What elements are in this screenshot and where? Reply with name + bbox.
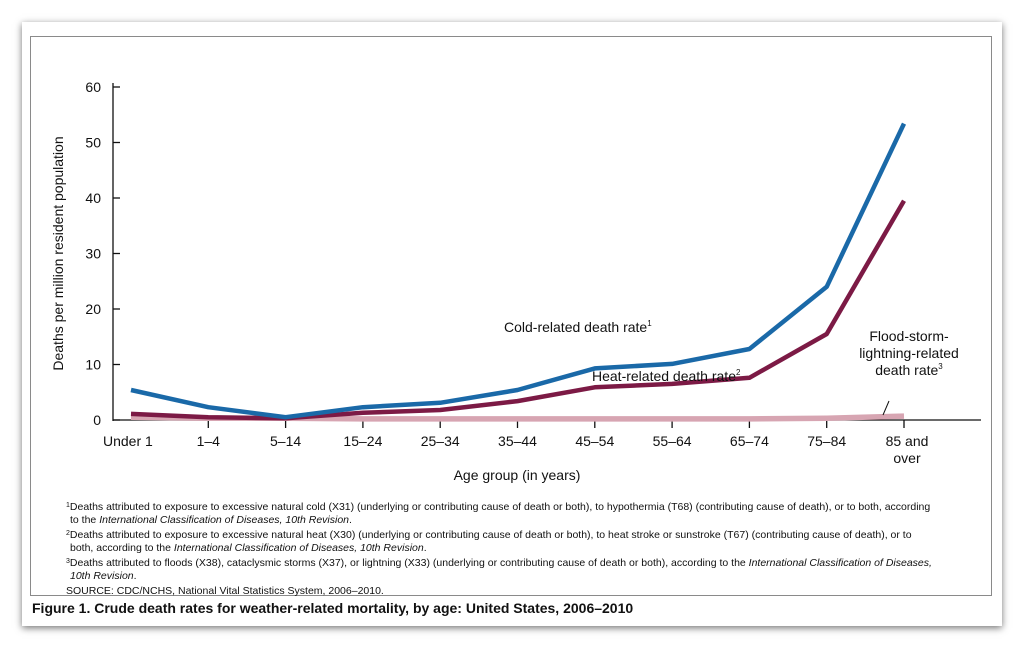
- annotation-note-mark: 1: [647, 319, 652, 328]
- y-tick-label: 10: [85, 357, 101, 373]
- x-tick-label: 65–74: [730, 433, 769, 449]
- y-tick-label: 60: [85, 79, 101, 95]
- annotation-leader-line: [882, 400, 890, 416]
- footnote-text: .: [423, 542, 427, 554]
- y-tick-label: 50: [85, 135, 101, 151]
- series-annotation: Cold-related death rate1: [504, 319, 652, 335]
- footnote-2: 2Deaths attributed to exposure to excess…: [63, 527, 963, 555]
- x-tick-label: 15–24: [343, 433, 382, 449]
- x-tick-label: 55–64: [653, 433, 692, 449]
- x-tick-label: 25–34: [421, 433, 460, 449]
- footnote-3: 3Deaths attributed to floods (X38), cata…: [63, 555, 963, 583]
- footnote-text: Deaths attributed to exposure to excessi…: [69, 501, 931, 513]
- y-axis-title: Deaths per million resident population: [50, 136, 66, 370]
- footnote-text: Deaths attributed to exposure to excessi…: [69, 529, 912, 541]
- y-tick-label: 20: [85, 301, 101, 317]
- y-tick-label: 30: [85, 246, 101, 262]
- annotation-line: death rate: [875, 362, 938, 378]
- x-tick-label: 35–44: [498, 433, 537, 449]
- annotation-line: lightning-related: [859, 345, 959, 361]
- footnote-text: 10th Revision: [70, 570, 134, 582]
- series-line-heat: [130, 199, 906, 421]
- annotation-note-mark: 2: [736, 368, 741, 377]
- y-tick-label: 40: [85, 190, 101, 206]
- series-annotation: Heat-related death rate2: [592, 368, 741, 384]
- x-tick-label: 1–4: [197, 433, 221, 449]
- figure-card: 0 10 20 30 40 50 60 Deaths per million resident…: [22, 22, 1002, 626]
- annotation-line: Flood-storm-: [869, 328, 949, 344]
- source-note: SOURCE: CDC/NCHS, National Vital Statist…: [66, 585, 384, 597]
- footnote-text: Deaths attributed to floods (X38), catac…: [69, 557, 749, 569]
- footnote-text: .: [349, 514, 352, 526]
- x-tick-label: 85 and over: [886, 433, 929, 466]
- footnote-text: International Classification of Diseases…: [173, 542, 424, 554]
- series-line-cold: [130, 122, 907, 420]
- series-annotation: Flood-storm-lightning-related death rate3: [859, 328, 959, 378]
- footnote-line: to the International Classification of D…: [66, 514, 963, 527]
- line-chart: 0 10 20 30 40 50 60 Deaths per million resident…: [50, 79, 981, 483]
- x-tick-label: 5–14: [270, 433, 301, 449]
- footnote-list: 1Deaths attributed to exposure to excess…: [63, 499, 963, 583]
- footnote-mark: 2: [66, 530, 70, 537]
- footnote-line: 10th Revision.: [66, 570, 963, 583]
- figure-frame: 0 10 20 30 40 50 60 Deaths per million resident…: [30, 36, 992, 598]
- figure-caption: Figure 1. Crude death rates for weather-…: [32, 600, 634, 616]
- footnotes: 1Deaths attributed to exposure to excess…: [63, 499, 963, 598]
- footnote-text: both, according to the: [70, 542, 174, 554]
- footnote-1: 1Deaths attributed to exposure to excess…: [63, 499, 963, 527]
- footnote-mark: 1: [66, 502, 70, 509]
- footnote-text: International Classification of Diseases…: [99, 514, 349, 526]
- y-tick-label: 0: [93, 412, 101, 428]
- footnote-text: International Classification of Diseases…: [748, 557, 932, 569]
- footnote-text: .: [133, 570, 137, 582]
- x-tick-label: 45–54: [575, 433, 614, 449]
- footnote-mark: 3: [66, 558, 70, 565]
- annotation-line: Heat-related death rate: [592, 368, 736, 384]
- annotation-note-mark: 3: [938, 362, 943, 371]
- footnote-text: to the: [70, 514, 100, 526]
- x-tick-label: 75–84: [807, 433, 846, 449]
- x-axis-title: Age group (in years): [454, 467, 581, 483]
- annotation-line: Cold-related death rate: [504, 319, 647, 335]
- x-tick-label: Under 1: [103, 433, 153, 449]
- footnote-line: both, according to the International Cla…: [66, 542, 963, 555]
